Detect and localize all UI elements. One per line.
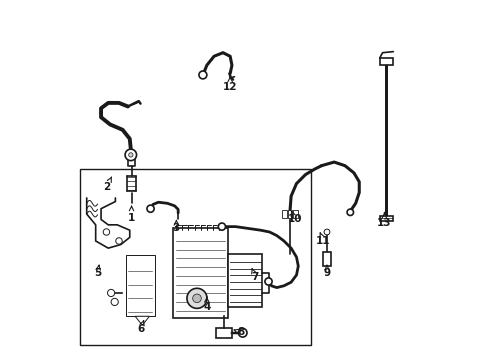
Text: 7: 7 [251, 269, 259, 282]
Bar [228, 253, 262, 307]
Circle shape [107, 289, 115, 297]
Bar [292, 211, 297, 218]
Bar [287, 211, 292, 218]
Bar [322, 252, 330, 266]
Circle shape [116, 238, 122, 244]
Text: 2: 2 [102, 177, 111, 192]
Text: 9: 9 [323, 265, 330, 278]
Text: 5: 5 [94, 265, 101, 278]
Polygon shape [135, 316, 149, 325]
Bar [126, 255, 155, 316]
Circle shape [264, 278, 271, 285]
Bar [172, 228, 228, 318]
Circle shape [147, 205, 154, 212]
Text: 11: 11 [316, 233, 330, 246]
Circle shape [186, 288, 206, 309]
Circle shape [128, 153, 133, 157]
Circle shape [103, 229, 109, 235]
Text: 8: 8 [234, 327, 244, 337]
Circle shape [346, 209, 353, 216]
Text: 6: 6 [137, 321, 144, 334]
Circle shape [111, 298, 118, 306]
Bar [379, 58, 392, 65]
Circle shape [125, 149, 136, 161]
Circle shape [218, 223, 225, 230]
Circle shape [324, 229, 329, 235]
Bar [282, 211, 286, 218]
Circle shape [238, 328, 246, 337]
Bar [379, 216, 392, 221]
Circle shape [192, 294, 201, 303]
Bar [80, 169, 310, 345]
Text: 13: 13 [376, 212, 391, 228]
Text: 12: 12 [223, 76, 237, 92]
Text: 10: 10 [287, 211, 301, 224]
Text: 3: 3 [172, 220, 180, 233]
Circle shape [199, 71, 206, 79]
Text: 4: 4 [203, 297, 210, 312]
Text: 1: 1 [128, 206, 135, 222]
Bar [215, 328, 231, 338]
